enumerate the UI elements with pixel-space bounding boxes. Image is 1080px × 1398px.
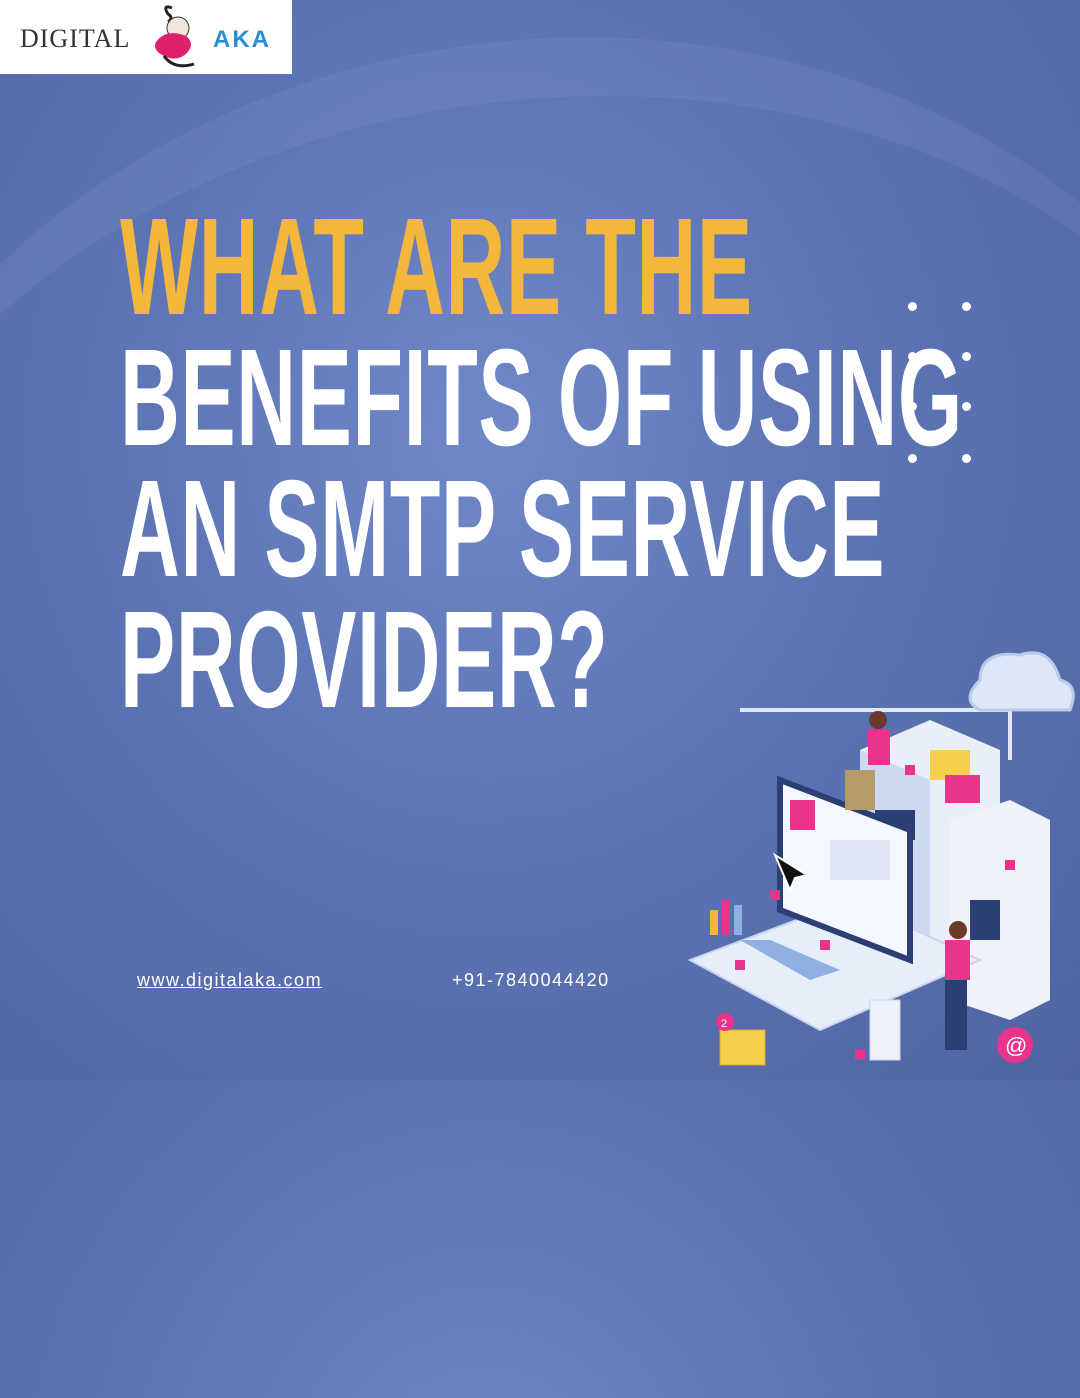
server-laptop-illustration: 2 @ <box>687 651 1075 1066</box>
svg-text:@: @ <box>1005 1033 1027 1058</box>
cloud-icon <box>968 651 1075 712</box>
genie-mascot-icon <box>155 5 195 68</box>
phone-number: +91-7840044420 <box>452 970 610 990</box>
logo-text-aka: AKA <box>213 26 271 53</box>
website-link[interactable]: www.digitalaka.com <box>137 970 323 990</box>
logo-text-digital: DIGITAL <box>20 24 131 53</box>
headline-line-2: BENEFITS OF USING <box>120 321 963 475</box>
brand-logo: DIGITAL AKA <box>0 0 292 74</box>
headline: WHAT ARE THE BENEFITS OF USING AN SMTP S… <box>120 190 1080 729</box>
cursor-icon <box>772 852 810 893</box>
headline-line-3: AN SMTP SERVICE <box>120 452 886 606</box>
mail-icon <box>719 1029 766 1066</box>
headline-line-4: PROVIDER? <box>120 583 609 737</box>
at-sign-icon <box>997 1027 1033 1063</box>
notification-badge: 2 <box>721 1018 727 1030</box>
headline-line-1: WHAT ARE THE <box>120 190 753 344</box>
